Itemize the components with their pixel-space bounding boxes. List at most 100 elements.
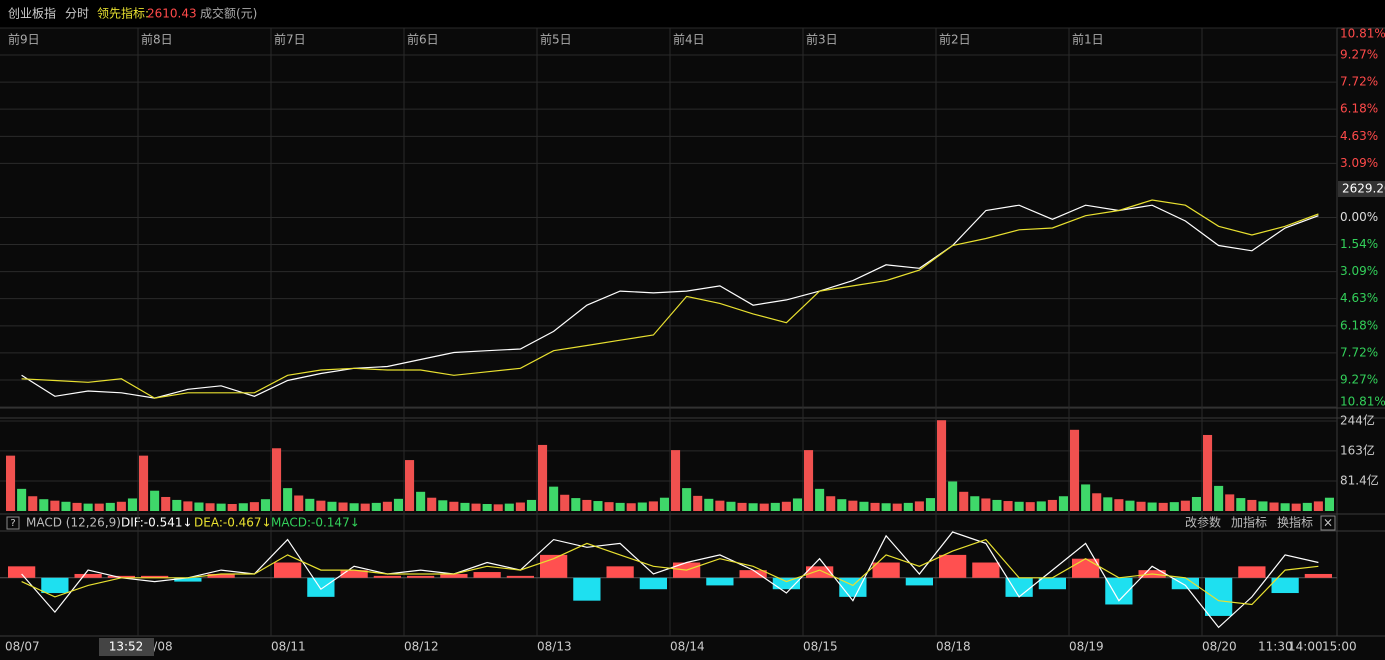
y-tick-label: 10.81% [1340, 395, 1385, 409]
volume-bar [161, 496, 171, 511]
volume-bar [626, 503, 636, 511]
volume-bar [792, 498, 802, 511]
volume-bar [981, 498, 991, 511]
volume-bar [216, 503, 226, 511]
volume-bar [127, 498, 137, 511]
volume-bar [427, 497, 437, 511]
volume-bar [1014, 501, 1024, 511]
volume-bar [848, 500, 858, 511]
index-name: 创业板指 [8, 6, 56, 21]
price-box [1338, 181, 1385, 197]
macd-bar [407, 575, 435, 578]
volume-bar [704, 498, 714, 511]
volume-bar [17, 488, 27, 511]
x-tick-label: 08/15 [803, 640, 838, 654]
volume-bar [526, 499, 536, 511]
volume-bar [227, 503, 237, 511]
close[interactable]: × [1323, 516, 1333, 530]
volume-bar [759, 503, 769, 511]
volume-bar [194, 502, 204, 511]
volume-bar [1058, 496, 1068, 511]
close-box[interactable] [1320, 515, 1336, 531]
volume-bar [1169, 502, 1179, 511]
button[interactable]: 加指标 [1231, 515, 1267, 530]
line [21, 199, 1319, 399]
macd-bar [340, 570, 368, 578]
volume-bar [116, 501, 126, 511]
help-box[interactable] [6, 516, 20, 530]
volume-bar [1103, 497, 1113, 511]
day-label: 前5日 [540, 32, 572, 47]
macd-bar [1238, 566, 1266, 578]
macd-bar [573, 577, 601, 601]
macd-bar [473, 572, 501, 578]
volume-bar [815, 488, 825, 511]
macd-bar [772, 577, 800, 590]
volume-bar [892, 503, 902, 511]
macd-bar [706, 577, 734, 586]
macd-bar [141, 575, 169, 578]
volume-bar [1158, 502, 1168, 511]
volume-bar [1070, 429, 1080, 511]
volume-bar [582, 499, 592, 511]
volume-bar [870, 502, 880, 511]
y-tick-label: 3.09% [1340, 156, 1378, 170]
volume-bar [1324, 497, 1334, 511]
button[interactable]: 改参数 [1185, 515, 1221, 530]
x-tick-label: 08/20 [1202, 640, 1237, 654]
volume-bar [471, 503, 481, 511]
volume-bar [560, 494, 570, 511]
day-label: 前4日 [673, 32, 705, 47]
button[interactable]: 换指标 [1277, 515, 1313, 530]
volume-bar [970, 496, 980, 511]
macd-bar [1304, 573, 1332, 578]
day-label: 前7日 [274, 32, 306, 47]
y-tick-label: 244亿 [1340, 412, 1375, 427]
macd-bar [606, 566, 634, 578]
x-tick-label: 08/07 [5, 640, 40, 654]
y-tick-label: 10.81% [1340, 27, 1385, 41]
day-label: 前9日 [8, 32, 40, 47]
dif-value: DIF:-0.541↓ [121, 516, 193, 530]
volume-bar [338, 502, 348, 511]
macd-bar [639, 577, 667, 590]
volume-bar [61, 501, 71, 511]
volume-bar [1203, 434, 1213, 511]
volume-bar [449, 501, 459, 511]
x-tick-label: 11:30 [1258, 640, 1293, 654]
volume-bar [183, 501, 193, 511]
volume-bar [571, 498, 581, 511]
volume-bar [648, 501, 658, 511]
day-label: 前1日 [1072, 32, 1104, 47]
volume-bar [748, 503, 758, 511]
volume-bar [249, 502, 259, 511]
y-tick-label: 0.00% [1340, 210, 1378, 224]
mode[interactable]: 分时 [65, 7, 89, 21]
volume-bar [682, 488, 692, 511]
volume-bar [294, 495, 304, 511]
macd-bar [307, 577, 335, 597]
x-tick-label: 15:00 [1322, 640, 1357, 654]
volume-bar [837, 499, 847, 511]
day-label: 前8日 [141, 32, 173, 47]
volume-bar [1214, 485, 1224, 511]
volume-bar [715, 500, 725, 511]
volume-bar [1081, 484, 1091, 511]
volume-bar [72, 502, 82, 511]
macd-bar [939, 554, 967, 578]
macd-bar [41, 577, 69, 594]
volume-bar [272, 448, 282, 511]
macd-bar [1072, 558, 1100, 578]
x-tick-label: 14:00 [1288, 640, 1323, 654]
volume-bar [693, 495, 703, 511]
volume-bar [737, 502, 747, 511]
volume-bar [28, 496, 38, 511]
y-tick-label: 7.72% [1340, 75, 1378, 89]
volume-bar [1147, 502, 1157, 511]
volume-bar [438, 500, 448, 511]
volume-bar [1225, 494, 1235, 511]
dea-value: DEA:-0.467↓ [194, 516, 272, 530]
help[interactable]: ? [10, 518, 15, 529]
volume-bar [826, 496, 836, 511]
macd-bar [872, 562, 900, 578]
